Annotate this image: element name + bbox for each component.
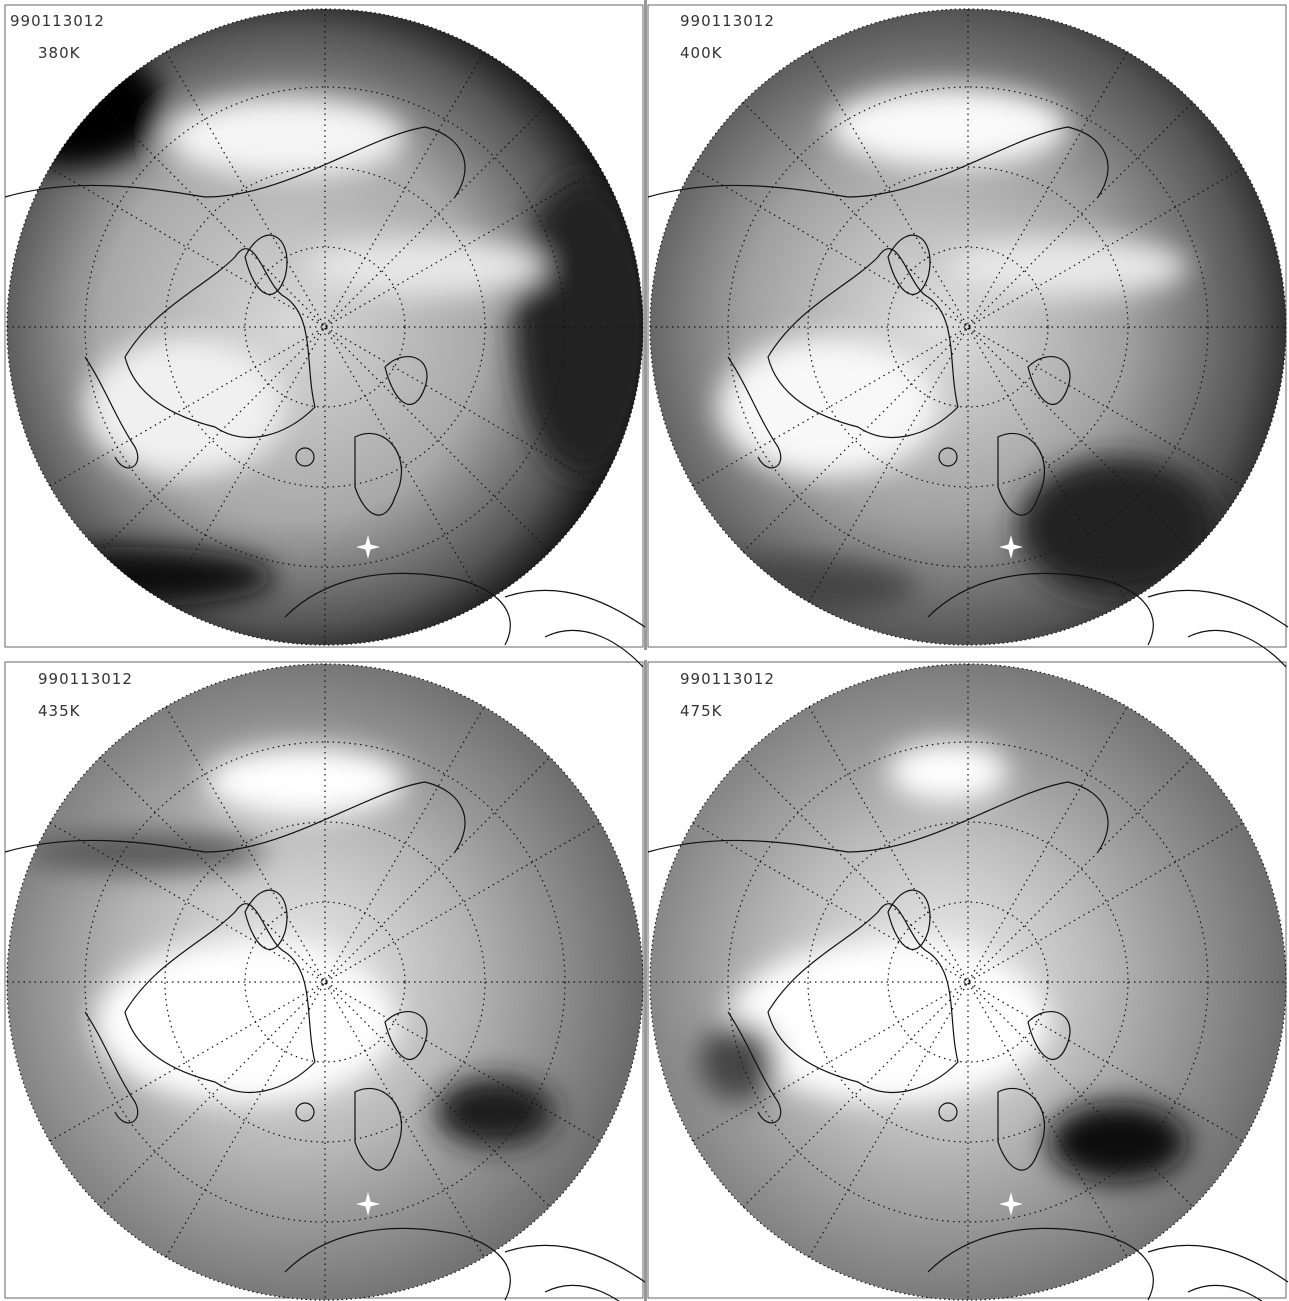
map-panel [648, 664, 1288, 1301]
date-label: 990113012 [38, 670, 133, 688]
figure: 990113012 380K 990113012 400K 990113012 … [0, 0, 1289, 1301]
date-label: 990113012 [680, 670, 775, 688]
map-panel [618, 9, 1288, 667]
level-label: 380K [38, 44, 81, 62]
date-label: 990113012 [680, 12, 775, 30]
divider [0, 650, 1289, 660]
date-label: 990113012 [10, 12, 105, 30]
level-label: 475K [680, 702, 723, 720]
level-label: 400K [680, 44, 723, 62]
level-label: 435K [38, 702, 81, 720]
map-panel [5, 664, 645, 1301]
map-panel [0, 9, 655, 667]
